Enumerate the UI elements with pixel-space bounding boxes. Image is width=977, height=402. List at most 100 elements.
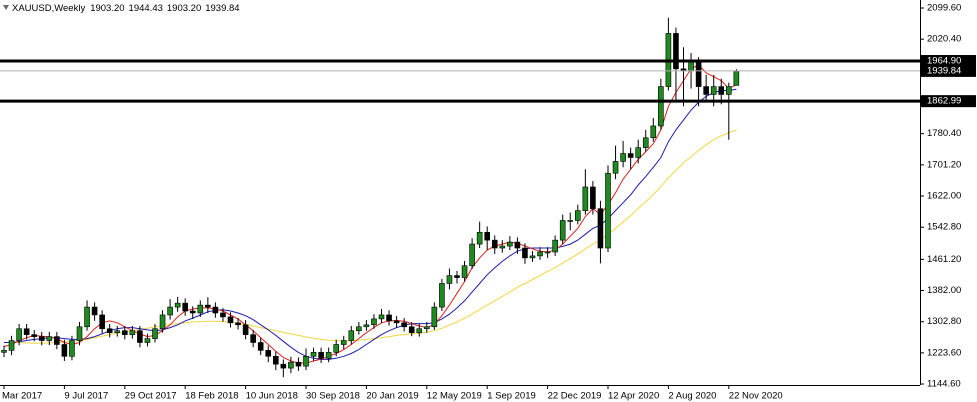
candle-body	[144, 338, 151, 343]
candle-body	[574, 210, 581, 221]
candle-body	[658, 86, 664, 127]
candle-body	[167, 306, 173, 316]
x-tick-label: 29 Oct 2017	[125, 391, 177, 402]
candle-body	[205, 304, 211, 308]
candle-body	[371, 318, 377, 326]
candle-body	[454, 275, 460, 278]
bid-label-box	[921, 64, 976, 77]
candle-body	[597, 208, 604, 249]
y-tick-label: 1223.60	[927, 347, 961, 358]
candle-body	[137, 330, 143, 343]
candle-body	[544, 251, 551, 254]
candle-body	[295, 361, 302, 367]
x-tick-label: 12 Apr 2020	[608, 391, 659, 402]
candle-body	[220, 312, 226, 318]
candle-body	[333, 344, 340, 353]
candle-body	[537, 251, 543, 257]
candle-body	[61, 344, 68, 357]
candle-body	[522, 247, 528, 259]
candle-body	[250, 334, 256, 343]
candle-body	[408, 326, 415, 333]
candle-body	[605, 172, 611, 249]
candle-body	[114, 330, 121, 333]
level-label-box	[921, 55, 976, 68]
x-tick-label: 2 Aug 2020	[668, 391, 716, 402]
candle-body	[567, 220, 574, 222]
candle-body	[710, 86, 717, 95]
candle-body	[491, 239, 498, 249]
candle-body	[325, 352, 332, 359]
candle-body	[23, 328, 30, 335]
candle-body	[122, 330, 128, 335]
candle-body	[627, 153, 634, 158]
candle-body	[106, 328, 113, 333]
candle-body	[182, 302, 188, 312]
candle-body	[552, 239, 558, 253]
candle-body	[635, 147, 642, 158]
x-tick-label: 9 Jul 2017	[64, 391, 108, 402]
candle-body	[718, 86, 725, 95]
candle-body	[695, 60, 702, 87]
y-tick-label: 1302.80	[927, 316, 961, 327]
y-tick-label: 1382.00	[927, 285, 961, 296]
candle-body	[582, 186, 589, 211]
candle-body	[446, 275, 453, 284]
candle-body	[356, 326, 362, 332]
x-tick-label: 22 Dec 2019	[548, 391, 602, 402]
y-tick-label: 2020.40	[927, 34, 961, 45]
candle-body	[265, 350, 272, 357]
candle-body	[620, 153, 626, 162]
candle-body	[84, 306, 90, 328]
candle-body	[642, 137, 649, 148]
candle-body	[31, 334, 38, 337]
level-label: 1862.99	[927, 96, 961, 107]
chart-header: XAUUSD,Weekly 1903.20 1944.43 1903.20 1939.8…	[12, 3, 240, 14]
candle-body	[386, 314, 392, 322]
candle-body	[499, 245, 506, 249]
y-tick-label: 2099.60	[927, 3, 961, 14]
candle-body	[507, 241, 513, 247]
ohlc-open: 1903.20	[90, 3, 124, 14]
x-tick-label: Mar 2017	[2, 391, 42, 402]
candle-body	[227, 316, 234, 324]
candle-body	[650, 125, 657, 139]
candle-body	[423, 326, 430, 330]
candle-body	[590, 186, 596, 209]
candle-body	[38, 336, 45, 341]
candle-body	[476, 231, 483, 245]
bid-label: 1939.84	[927, 65, 961, 76]
candle-body	[431, 306, 438, 328]
candle-body	[461, 265, 468, 278]
candle-body	[363, 324, 370, 328]
candle-body	[257, 342, 264, 351]
candle-body	[393, 320, 400, 324]
candle-body	[401, 322, 407, 328]
moving-average	[3, 64, 737, 364]
candle-body	[303, 355, 309, 367]
candle-body	[378, 314, 385, 320]
candle-body	[129, 330, 136, 335]
candle-body	[559, 220, 566, 241]
y-tick-label: 1144.60	[927, 379, 961, 390]
candle-body	[1, 350, 7, 353]
level-label: 1964.90	[927, 56, 961, 67]
candle-body	[8, 340, 15, 351]
candle-body	[514, 241, 521, 249]
candle-body	[529, 255, 536, 259]
candle-body	[235, 322, 241, 326]
candle-body	[189, 310, 196, 314]
candle-body	[197, 304, 204, 314]
x-tick-label: 10 Jun 2018	[246, 391, 298, 402]
candle-body	[280, 363, 287, 369]
x-tick-label: 20 Jan 2019	[366, 391, 418, 402]
candle-body	[16, 328, 22, 341]
candle-body	[310, 352, 317, 357]
y-tick-label: 1780.40	[927, 128, 961, 139]
level-label-box	[921, 95, 976, 108]
ohlc-high: 1944.43	[129, 3, 163, 14]
ohlc-close: 1939.84	[205, 3, 239, 14]
x-tick-label: 12 May 2019	[427, 391, 482, 402]
